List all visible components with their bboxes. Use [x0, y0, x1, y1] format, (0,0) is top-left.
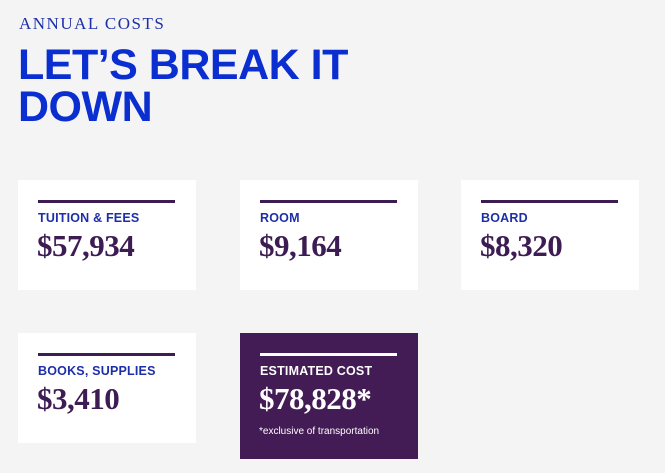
- card-divider: [38, 200, 175, 203]
- cost-value: $57,934: [37, 228, 135, 263]
- cost-value: $3,410: [37, 381, 120, 416]
- cost-value: $9,164: [259, 228, 342, 263]
- card-divider: [260, 200, 397, 203]
- cost-card-tuition: TUITION & FEES $57,934: [18, 180, 196, 290]
- cost-card-books-supplies: BOOKS, SUPPLIES $3,410: [18, 333, 196, 443]
- cost-label: TUITION & FEES: [38, 211, 140, 225]
- card-divider: [481, 200, 618, 203]
- total-value: $78,828*: [259, 381, 372, 416]
- estimated-cost-card: ESTIMATED COST $78,828* *exclusive of tr…: [240, 333, 418, 459]
- card-divider: [260, 353, 397, 356]
- total-label: ESTIMATED COST: [260, 364, 373, 378]
- cost-label: BOOKS, SUPPLIES: [38, 364, 156, 378]
- card-divider: [38, 353, 175, 356]
- total-footnote: *exclusive of transportation: [259, 426, 380, 437]
- cost-value: $8,320: [480, 228, 563, 263]
- cost-label: ROOM: [260, 211, 300, 225]
- page-title: LET’S BREAK IT DOWN: [18, 41, 348, 131]
- cost-card-room: ROOM $9,164: [240, 180, 418, 290]
- cost-label: BOARD: [481, 211, 528, 225]
- cost-card-board: BOARD $8,320: [461, 180, 639, 290]
- section-eyebrow: ANNUAL COSTS: [19, 14, 166, 33]
